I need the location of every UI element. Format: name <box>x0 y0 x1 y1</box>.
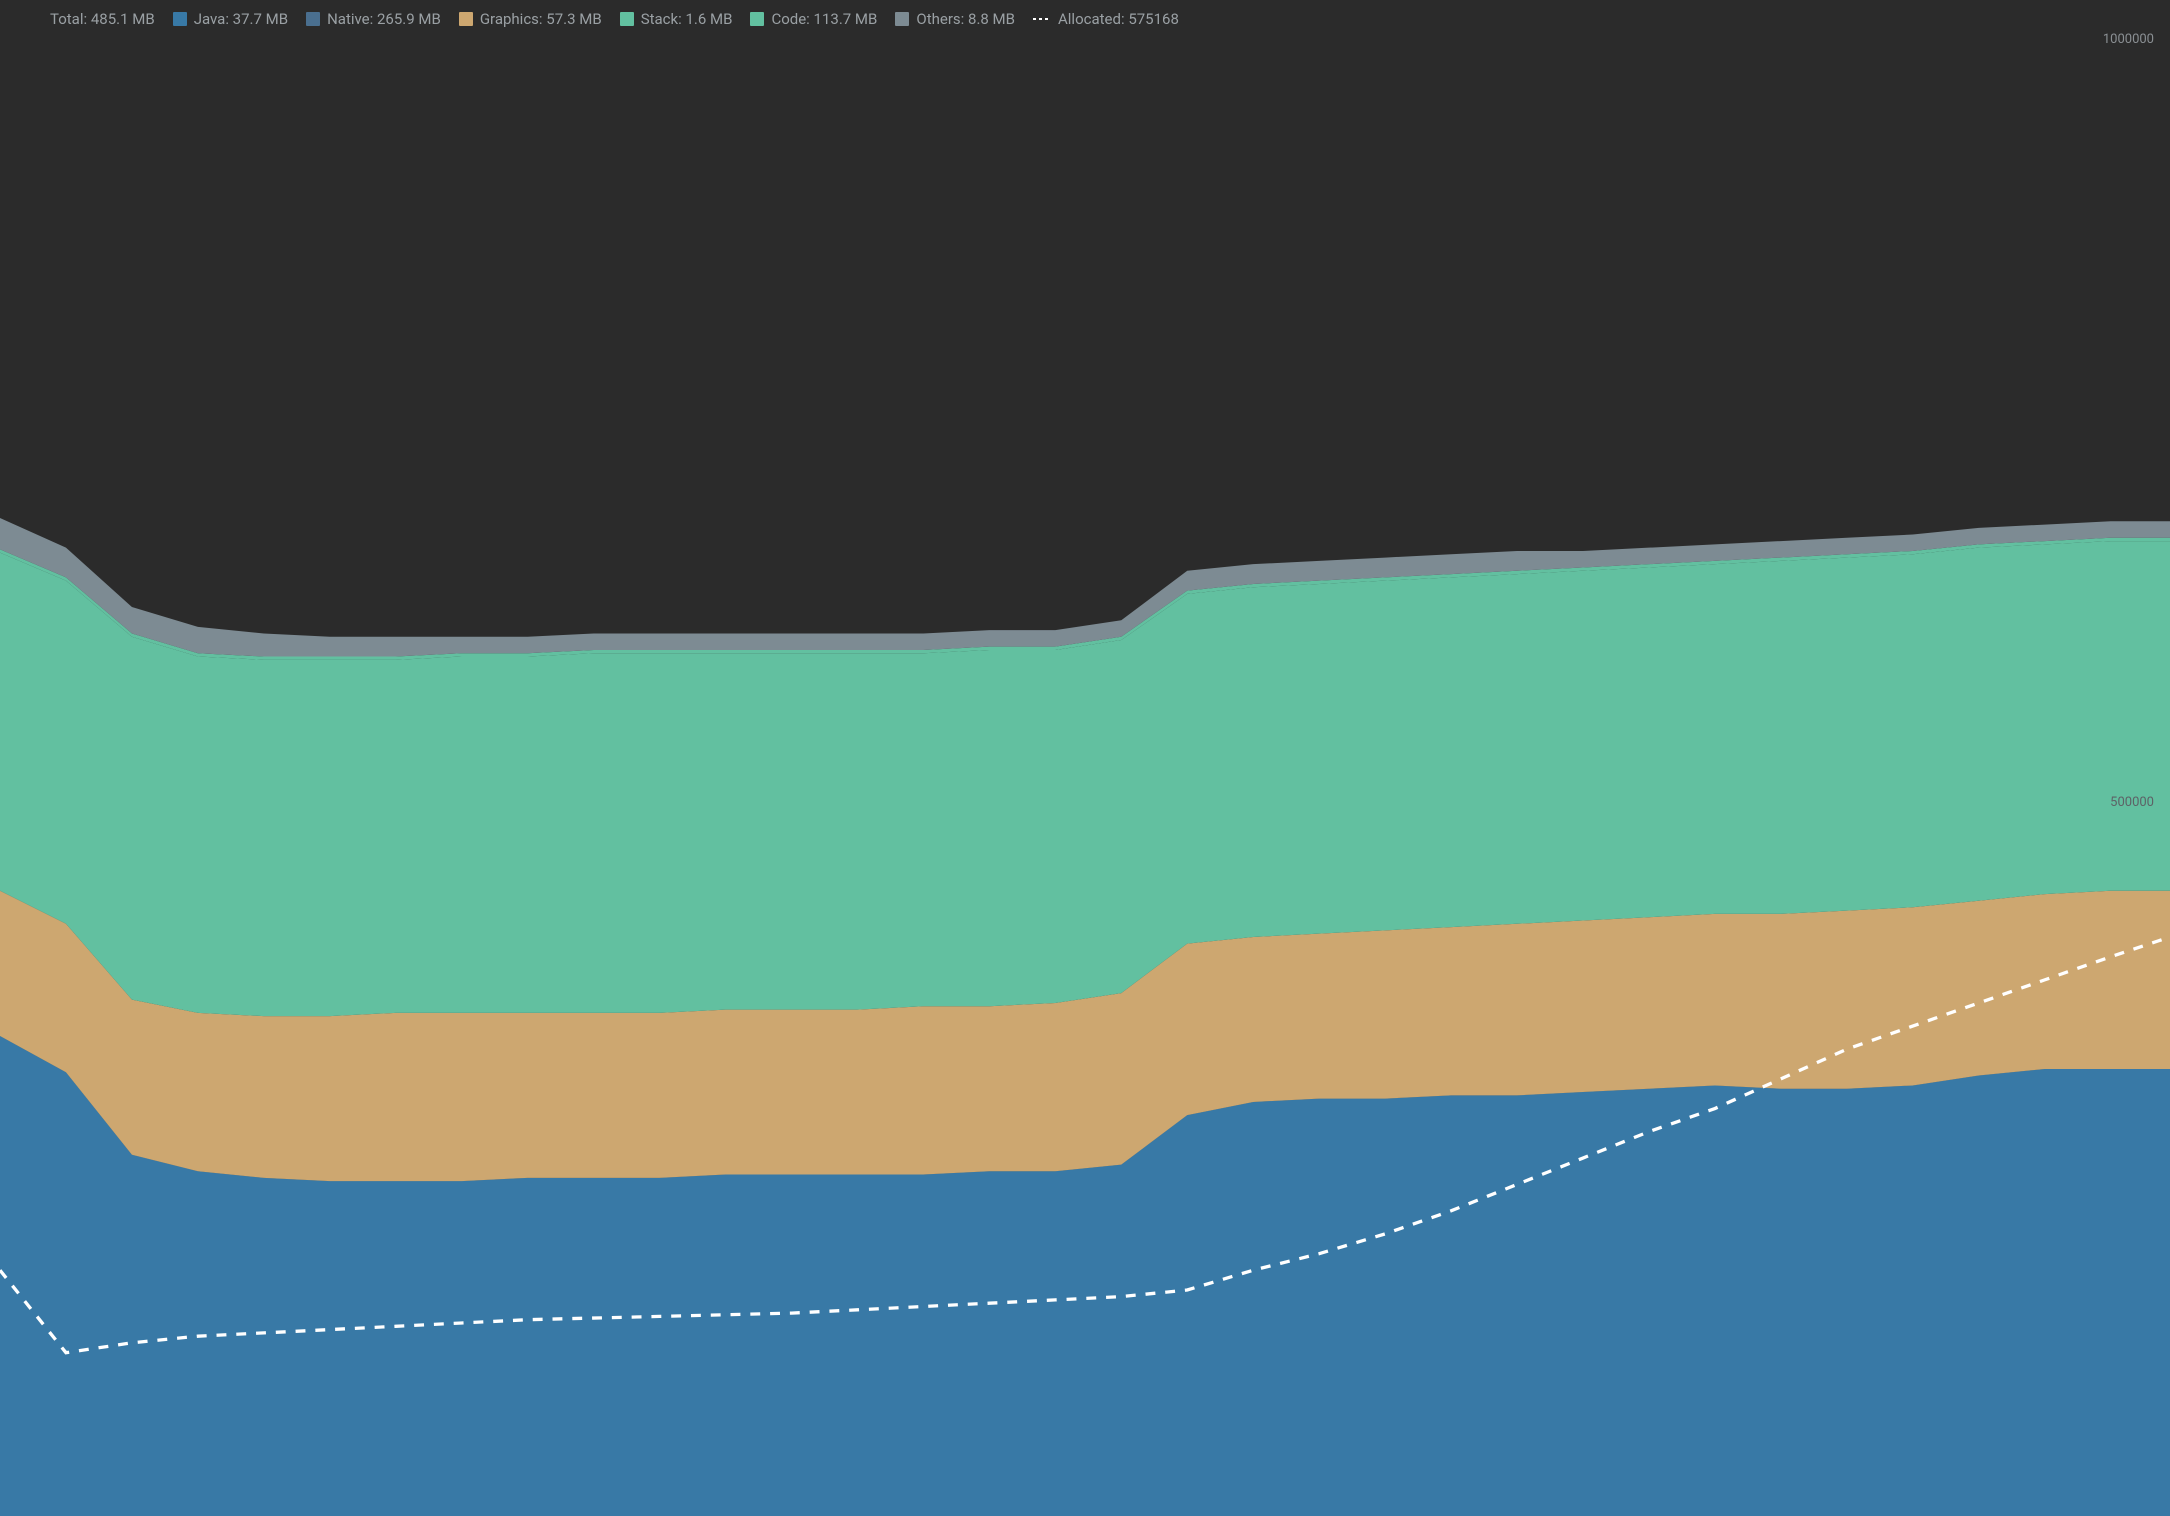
legend-java[interactable]: Java: 37.7 MB <box>173 10 288 28</box>
code-swatch-icon <box>750 12 764 26</box>
stack-swatch-icon <box>620 12 634 26</box>
legend-others[interactable]: Others: 8.8 MB <box>895 10 1015 28</box>
legend-graphics[interactable]: Graphics: 57.3 MB <box>459 10 602 28</box>
legend-java-label: Java: 37.7 MB <box>194 10 288 28</box>
legend-native[interactable]: Native: 265.9 MB <box>306 10 441 28</box>
legend-code[interactable]: Code: 113.7 MB <box>750 10 877 28</box>
legend-others-label: Others: 8.8 MB <box>916 10 1015 28</box>
native-swatch-icon <box>306 12 320 26</box>
y-axis-label-top: 1000000 <box>2103 32 2154 47</box>
legend-graphics-label: Graphics: 57.3 MB <box>480 10 602 28</box>
legend-native-label: Native: 265.9 MB <box>327 10 441 28</box>
chart-legend: Total: 485.1 MB Java: 37.7 MB Native: 26… <box>50 10 2160 28</box>
graphics-swatch-icon <box>459 12 473 26</box>
java-swatch-icon <box>173 12 187 26</box>
legend-allocated[interactable]: Allocated: 575168 <box>1033 10 1179 28</box>
legend-total[interactable]: Total: 485.1 MB <box>50 10 155 28</box>
allocated-dash-icon <box>1033 12 1051 26</box>
y-axis-label-mid: 500000 <box>2110 795 2154 810</box>
legend-total-label: Total: 485.1 MB <box>50 10 155 28</box>
others-swatch-icon <box>895 12 909 26</box>
legend-stack[interactable]: Stack: 1.6 MB <box>620 10 733 28</box>
legend-stack-label: Stack: 1.6 MB <box>641 10 733 28</box>
legend-code-label: Code: 113.7 MB <box>771 10 877 28</box>
legend-allocated-label: Allocated: 575168 <box>1058 10 1179 28</box>
memory-profiler-chart: Total: 485.1 MB Java: 37.7 MB Native: 26… <box>0 0 2170 1516</box>
stacked-area-chart <box>0 0 2170 1516</box>
